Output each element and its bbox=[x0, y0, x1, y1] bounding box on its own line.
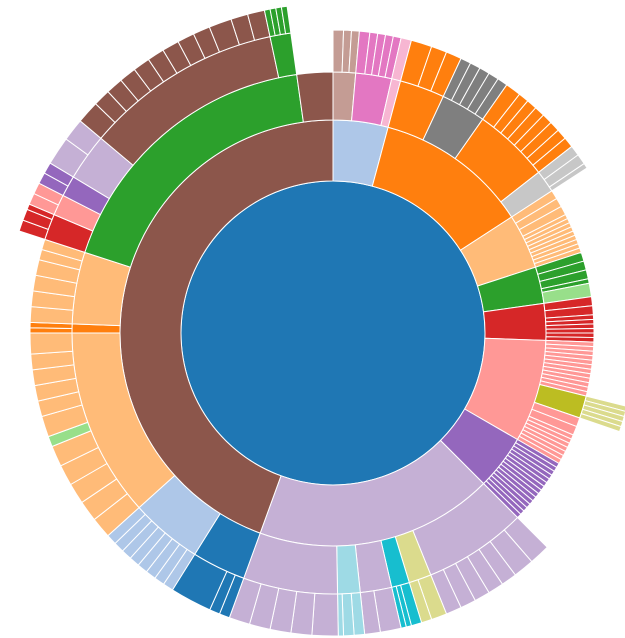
segment bbox=[311, 592, 339, 637]
segment bbox=[280, 5, 292, 35]
segment bbox=[296, 71, 334, 123]
root-segment bbox=[180, 180, 486, 486]
segment bbox=[29, 332, 74, 355]
segment bbox=[545, 327, 595, 334]
